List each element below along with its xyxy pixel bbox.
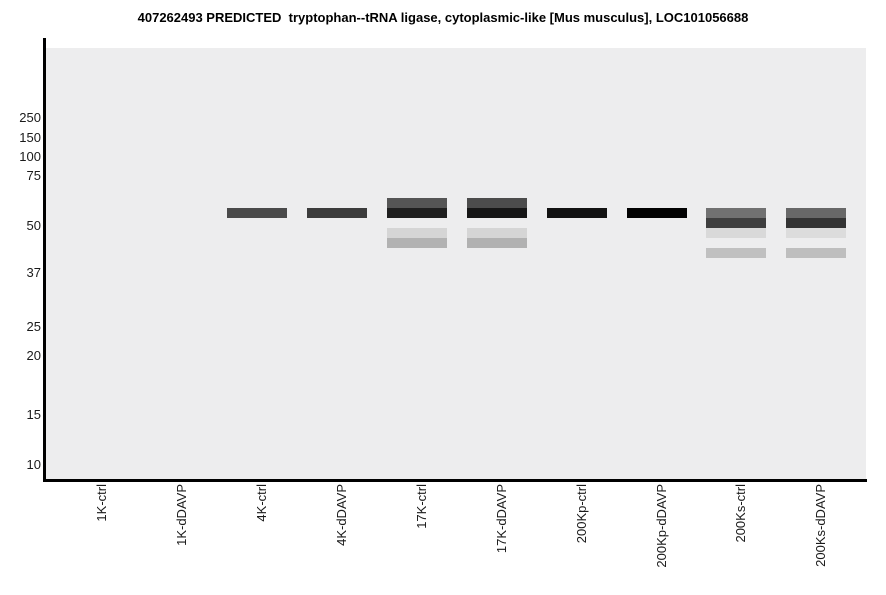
gel-band [786,248,846,258]
marker-label-75: 75 [26,168,41,183]
gel-band [387,228,447,238]
y-axis-line [43,38,46,482]
marker-label-250: 250 [19,110,41,125]
marker-label-37: 37 [26,265,41,280]
x-axis-line [43,479,867,482]
marker-label-20: 20 [26,348,41,363]
marker-label-10: 10 [26,457,41,472]
gel-band [706,228,766,238]
gel-band [227,208,287,218]
lane-label-4K-ctrl: 4K-ctrl [254,484,269,522]
lane-label-200Kp-ctrl: 200Kp-ctrl [574,484,589,544]
gel-band [547,208,607,218]
gel-band [387,198,447,208]
gel-band [786,228,846,238]
lane-label-1K-dDAVP: 1K-dDAVP [174,484,189,546]
gel-band [387,238,447,248]
gel-band [786,218,846,228]
marker-label-50: 50 [26,218,41,233]
gel-band [706,218,766,228]
lane-label-1K-ctrl: 1K-ctrl [94,484,109,522]
gel-band [467,198,527,208]
gel-band [467,208,527,218]
lane-label-4K-dDAVP: 4K-dDAVP [334,484,349,546]
gel-band [627,208,687,218]
marker-label-100: 100 [19,149,41,164]
lane-label-17K-ctrl: 17K-ctrl [414,484,429,529]
marker-label-150: 150 [19,130,41,145]
marker-label-25: 25 [26,319,41,334]
lane-label-200Ks-dDAVP: 200Ks-dDAVP [813,484,828,567]
plot-area [46,48,866,479]
gel-band [467,238,527,248]
figure-title: 407262493 PREDICTED tryptophan--tRNA lig… [137,10,749,25]
gel-band [706,208,766,218]
gel-band [706,248,766,258]
marker-label-15: 15 [26,407,41,422]
gel-band [467,228,527,238]
gel-band [387,208,447,218]
gel-band [307,208,367,218]
lane-label-17K-dDAVP: 17K-dDAVP [494,484,509,554]
lane-label-200Kp-dDAVP: 200Kp-dDAVP [654,484,669,568]
lane-label-200Ks-ctrl: 200Ks-ctrl [733,484,748,543]
gel-band [786,208,846,218]
